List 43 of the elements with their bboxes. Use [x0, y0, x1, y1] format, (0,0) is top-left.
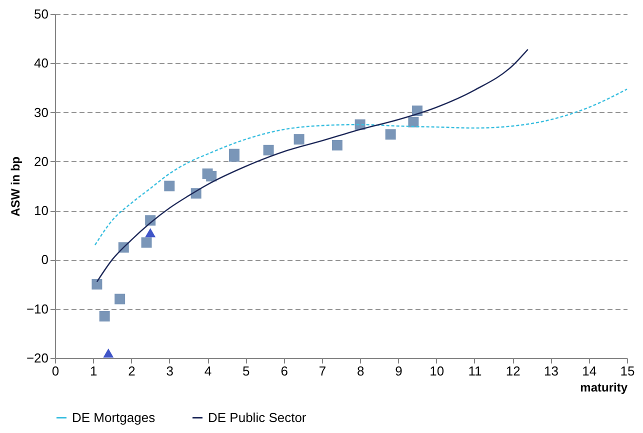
y-tick-label: 0	[41, 252, 48, 268]
x-tick-label: 7	[318, 364, 326, 378]
x-tick-label: 2	[128, 364, 136, 378]
y-tick-label: 40	[34, 56, 48, 71]
point	[103, 348, 114, 358]
y-tick-label: −20	[26, 350, 48, 366]
x-tick-label: 11	[468, 364, 482, 378]
x-tick-label: 10	[430, 364, 444, 378]
point	[145, 228, 156, 238]
y-axis-title: ASW in bp	[8, 156, 22, 216]
y-tick-label: −10	[26, 301, 48, 316]
point	[385, 129, 396, 140]
x-tick-label: 0	[52, 364, 60, 378]
legend-label: DE Public Sector	[208, 410, 307, 425]
point	[332, 140, 342, 150]
line-series	[94, 88, 628, 246]
point	[294, 134, 304, 145]
y-tick-label: 20	[34, 154, 48, 169]
x-tick-label: 4	[204, 364, 212, 378]
point	[114, 294, 126, 304]
legend-label: DE Mortgages	[72, 410, 156, 425]
x-tick-label: 5	[242, 364, 250, 378]
point	[263, 144, 274, 156]
point	[99, 310, 110, 322]
point	[206, 170, 217, 182]
point	[164, 180, 175, 192]
x-tick-label: 13	[544, 364, 558, 378]
point	[92, 279, 102, 290]
x-tick-label: 8	[356, 364, 364, 378]
y-tick-label: 10	[34, 203, 48, 218]
y-tick-label: 30	[34, 104, 48, 120]
point	[228, 151, 240, 162]
point	[408, 116, 419, 128]
x-tick-label: 14	[582, 364, 597, 378]
y-tick-label: 50	[34, 6, 48, 22]
x-tick-label: 9	[395, 364, 402, 378]
point	[141, 237, 152, 248]
x-tick-label: 15	[620, 364, 635, 378]
x-axis-title: maturity	[580, 380, 628, 394]
x-tick-label: 3	[166, 364, 174, 378]
x-tick-label: 12	[506, 364, 520, 378]
x-tick-label: 1	[90, 364, 98, 378]
x-tick-label: 6	[280, 364, 288, 378]
